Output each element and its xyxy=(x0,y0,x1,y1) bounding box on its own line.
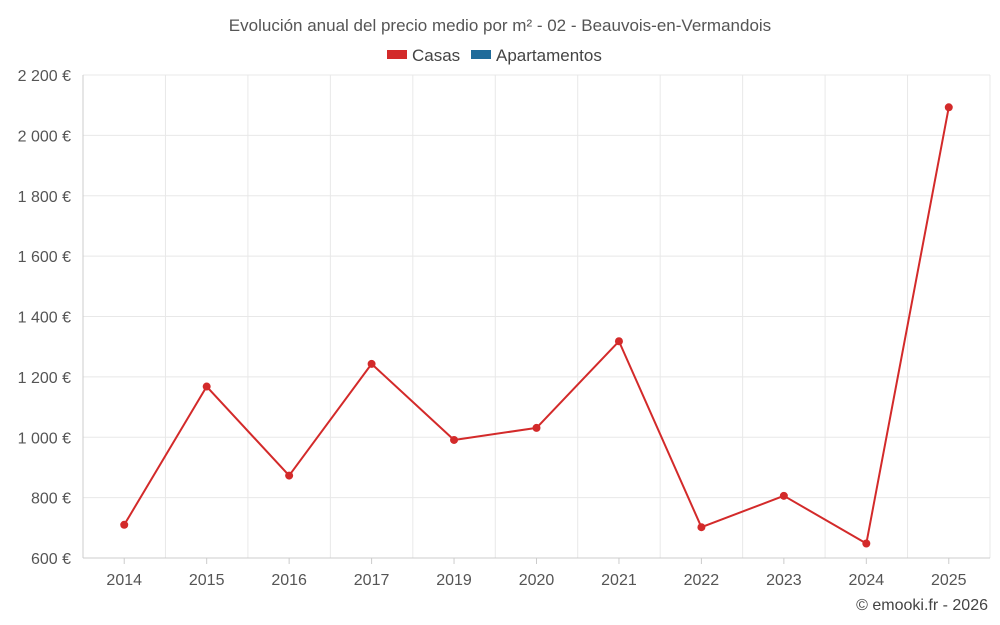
data-point[interactable] xyxy=(450,435,459,444)
y-axis: 600 € 800 € 1 000 € 1 200 € 1 400 € 1 600 € 1 … xyxy=(18,68,84,568)
y-tick-label: 600 € xyxy=(31,551,71,568)
x-tick-label: 2021 xyxy=(601,572,637,589)
data-point[interactable] xyxy=(697,523,706,532)
x-tick-label: 2015 xyxy=(189,572,225,589)
x-tick-label: 2019 xyxy=(436,572,472,589)
x-axis: 2014 2015 2016 2017 2019 2020 2021 2022 2023 2024… xyxy=(83,557,990,589)
data-point[interactable] xyxy=(779,491,788,500)
x-tick-label: 2022 xyxy=(684,572,720,589)
x-tick-label: 2024 xyxy=(849,572,885,589)
x-tick-label: 2017 xyxy=(354,572,390,589)
grid xyxy=(82,74,991,559)
x-tick-label: 2016 xyxy=(271,572,307,589)
x-tick-label: 2025 xyxy=(931,572,967,589)
legend-label-apartamentos[interactable]: Apartamentos xyxy=(496,46,602,65)
data-point[interactable] xyxy=(944,103,953,112)
data-point[interactable] xyxy=(367,359,376,368)
y-tick-label: 1 200 € xyxy=(18,370,71,387)
legend-label-casas[interactable]: Casas xyxy=(412,46,460,65)
y-tick-label: 1 400 € xyxy=(18,310,71,327)
chart-title: Evolución anual del precio medio por m² … xyxy=(229,16,771,35)
data-point[interactable] xyxy=(532,423,541,432)
data-point[interactable] xyxy=(862,539,871,548)
data-point[interactable] xyxy=(202,382,211,391)
data-point[interactable] xyxy=(120,520,129,529)
x-tick-label: 2014 xyxy=(106,572,142,589)
legend-swatch-casas xyxy=(387,50,407,59)
series-casas xyxy=(120,103,953,548)
y-tick-label: 1 800 € xyxy=(18,189,71,206)
y-tick-label: 2 200 € xyxy=(18,68,71,85)
y-tick-label: 2 000 € xyxy=(18,128,71,145)
credit-text: © emooki.fr - 2026 xyxy=(856,597,988,614)
x-tick-label: 2023 xyxy=(766,572,802,589)
legend: Casas Apartamentos xyxy=(387,46,602,65)
data-point[interactable] xyxy=(614,337,623,346)
x-tick-label: 2020 xyxy=(519,572,555,589)
y-tick-label: 1 000 € xyxy=(18,430,71,447)
y-tick-label: 800 € xyxy=(31,491,71,508)
legend-swatch-apartamentos xyxy=(471,50,491,59)
y-tick-label: 1 600 € xyxy=(18,249,71,266)
data-point[interactable] xyxy=(285,471,294,480)
